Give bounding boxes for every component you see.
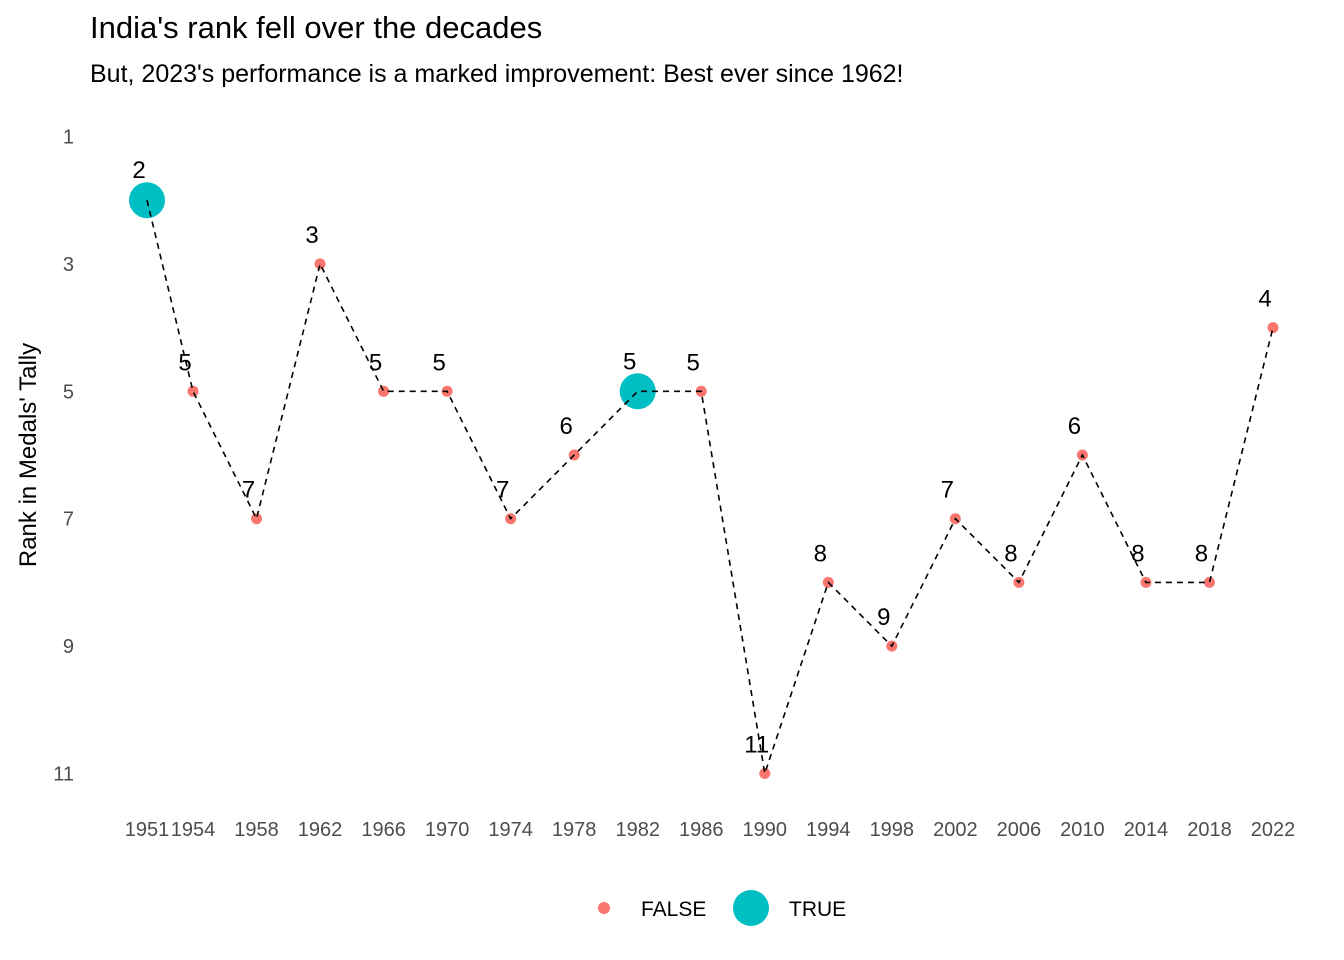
data-labels: 2 5 7 3 5 5 7 6 5 5 11 8 9 7 8 6 8 8 4 [132,157,1271,758]
data-label: 8 [1131,540,1144,567]
data-label: 11 [744,732,769,759]
legend-label-false: FALSE [641,898,706,921]
data-label: 6 [559,413,572,440]
y-tick-label: 9 [63,636,74,658]
data-label: 5 [623,348,636,375]
data-point [1267,322,1279,334]
data-label: 2 [132,157,145,184]
legend: FALSE TRUE [598,890,846,926]
data-label: 8 [1195,540,1208,567]
data-point [187,385,199,397]
x-tick-label: 1986 [679,819,724,841]
x-tick-label: 1974 [488,819,533,841]
data-label: 5 [432,349,445,376]
data-label: 6 [1068,413,1081,440]
data-label: 4 [1258,286,1271,313]
data-label: 9 [877,604,890,631]
x-tick-label: 2014 [1124,819,1169,841]
data-points [129,182,1279,779]
data-label: 5 [178,349,191,376]
x-tick-label: 1951 [125,819,170,841]
y-tick-label: 1 [63,127,74,149]
y-tick-label: 5 [63,381,74,403]
data-label: 5 [687,349,700,376]
data-point [378,385,390,397]
data-point [314,258,326,270]
x-tick-label: 2010 [1060,819,1105,841]
data-label: 7 [496,477,509,504]
data-label: 3 [305,222,318,249]
data-label: 7 [941,477,954,504]
data-point [1203,576,1215,588]
data-label: 8 [1004,540,1017,567]
legend-key-true [733,890,769,926]
data-label: 8 [814,540,827,567]
x-tick-label: 1982 [615,819,660,841]
y-tick-label: 11 [53,764,74,786]
x-tick-label: 1962 [298,819,343,841]
data-point [251,513,263,525]
data-point [759,768,771,779]
x-tick-label: 1970 [425,819,470,841]
chart-title: India's rank fell over the decades [90,10,543,45]
x-tick-label: 1990 [743,819,788,841]
x-tick-label: 2018 [1187,819,1232,841]
x-tick-label: 1954 [171,819,216,841]
y-tick-label: 7 [63,509,74,531]
y-tick-label: 3 [63,254,74,276]
data-label: 7 [242,477,255,504]
series-line [146,200,1274,774]
x-tick-label: 2006 [997,819,1042,841]
x-tick-label: 1978 [552,819,597,841]
legend-key-false [598,902,610,914]
y-axis-ticks: 1 3 5 7 9 11 [53,127,74,786]
x-tick-label: 2022 [1251,819,1296,841]
x-tick-label: 1958 [234,819,279,841]
x-tick-label: 1966 [361,819,406,841]
series-line-path [146,200,1274,774]
x-tick-label: 1994 [806,819,851,841]
x-tick-label: 2002 [933,819,978,841]
chart-subtitle: But, 2023's performance is a marked impr… [90,60,904,88]
y-axis-label: Rank in Medals' Tally [15,343,42,567]
x-tick-label: 1998 [870,819,915,841]
data-label: 5 [369,349,382,376]
legend-label-true: TRUE [789,898,846,921]
x-axis-ticks: 1951 1954 1958 1962 1966 1970 1974 1978 1982 1986… [125,819,1296,841]
